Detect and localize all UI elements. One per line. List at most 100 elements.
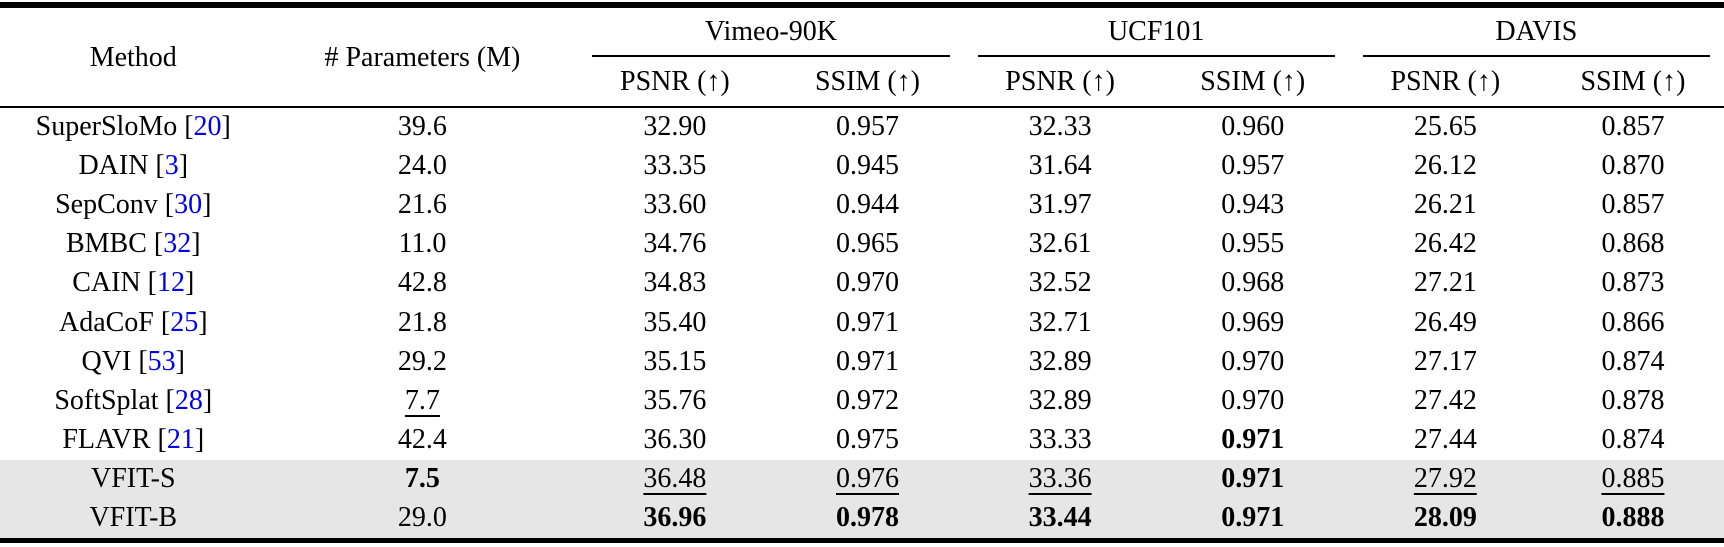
method-name: VFIT-S xyxy=(0,459,267,499)
citation-link[interactable]: 20 xyxy=(193,110,222,142)
metric-value: 0.943 xyxy=(1221,188,1285,220)
metric-value: 0.868 xyxy=(1601,228,1665,260)
column-header-ucf-ssim: SSIM (↑) xyxy=(1200,66,1306,97)
table-row: SepConv [30] 21.6 33.60 0.944 31.97 0.943 26.2… xyxy=(0,185,1724,224)
metric-value: 36.96 xyxy=(578,498,772,539)
metric-value: 7.7 xyxy=(404,384,440,416)
metric-value: 27.17 xyxy=(1413,345,1477,377)
table-header-rule xyxy=(0,106,1724,108)
column-header-vimeo-psnr: PSNR (↑) xyxy=(620,66,730,97)
metric-value: 27.42 xyxy=(1413,384,1477,416)
metric-value: 42.4 xyxy=(397,424,447,456)
metric-value: 0.978 xyxy=(771,498,964,539)
table-row: SuperSloMo [20] 39.6 32.90 0.957 32.33 0.960 2… xyxy=(0,107,1724,146)
metric-value: 32.90 xyxy=(643,110,707,142)
method-name: CAIN [12] xyxy=(72,267,195,299)
metric-value: 0.944 xyxy=(836,188,899,220)
metric-value: 32.89 xyxy=(1028,345,1092,377)
group-label-davis: DAVIS xyxy=(1495,15,1578,47)
metric-value: 33.33 xyxy=(1028,424,1092,456)
metric-value: 35.15 xyxy=(643,345,707,377)
column-header-vimeo-ssim: SSIM (↑) xyxy=(814,66,920,97)
method-name: AdaCoF [25] xyxy=(58,306,208,338)
metric-value: 0.945 xyxy=(836,149,899,181)
method-name: DAIN [3] xyxy=(78,149,189,181)
column-header-parameters: # Parameters (M) xyxy=(324,41,521,73)
table-top-rule xyxy=(0,2,1724,8)
metric-value: 26.12 xyxy=(1413,149,1477,181)
metric-value: 0.971 xyxy=(1156,459,1349,499)
table-body: SuperSloMo [20] 39.6 32.90 0.957 32.33 0.960 2… xyxy=(0,107,1724,539)
table-row: BMBC [32] 11.0 34.76 0.965 32.61 0.955 26.42 0.… xyxy=(0,225,1724,264)
metric-value: 0.874 xyxy=(1601,424,1665,456)
metric-value: 33.35 xyxy=(643,149,707,181)
metric-value: 32.33 xyxy=(1028,110,1092,142)
metric-value: 0.957 xyxy=(1221,149,1285,181)
metric-value: 0.874 xyxy=(1601,345,1665,377)
metric-value: 0.971 xyxy=(1156,498,1349,539)
metric-value: 34.76 xyxy=(643,228,707,260)
table-row: AdaCoF [25] 21.8 35.40 0.971 32.71 0.969 26.49… xyxy=(0,303,1724,342)
metric-value: 0.971 xyxy=(1221,424,1285,456)
group-label-vimeo90k: Vimeo-90K xyxy=(704,15,837,47)
citation-link[interactable]: 32 xyxy=(163,228,192,260)
metric-value: 0.857 xyxy=(1601,188,1665,220)
metric-value: 7.5 xyxy=(266,459,579,499)
header-group-row: Method # Parameters (M) Vimeo-90K UCF101… xyxy=(0,8,1724,73)
metric-value: 0.857 xyxy=(1601,110,1665,142)
metric-value: 0.971 xyxy=(836,306,899,338)
metric-value: 32.52 xyxy=(1028,267,1092,299)
metric-value: 0.878 xyxy=(1601,384,1665,416)
metric-value: 27.44 xyxy=(1413,424,1477,456)
metric-value: 31.97 xyxy=(1028,188,1092,220)
metric-value: 11.0 xyxy=(398,228,447,260)
table-row: QVI [53] 29.2 35.15 0.971 32.89 0.970 27.17 0.8… xyxy=(0,342,1724,381)
citation-link[interactable]: 28 xyxy=(174,384,203,416)
metric-value: 27.92 xyxy=(1348,459,1542,499)
citation-link[interactable]: 30 xyxy=(174,188,203,220)
metric-value: 0.972 xyxy=(836,384,899,416)
group-header-vimeo90k: Vimeo-90K xyxy=(578,8,963,57)
column-header-davis-psnr: PSNR (↑) xyxy=(1390,66,1501,97)
table-row: DAIN [3] 24.0 33.35 0.945 31.64 0.957 26.12 0.8… xyxy=(0,146,1724,185)
metric-value: 26.42 xyxy=(1413,228,1477,260)
metric-value: 36.30 xyxy=(643,424,707,456)
metric-value: 33.44 xyxy=(963,498,1157,539)
metric-value: 33.60 xyxy=(643,188,707,220)
method-name: SoftSplat [28] xyxy=(54,384,213,416)
metric-value: 29.0 xyxy=(266,498,579,539)
group-header-ucf101: UCF101 xyxy=(964,8,1349,57)
metric-value: 25.65 xyxy=(1413,110,1477,142)
citation-link[interactable]: 12 xyxy=(156,267,185,299)
citation-link[interactable]: 3 xyxy=(164,149,179,181)
citation-link[interactable]: 21 xyxy=(166,424,195,456)
table-bottom-rule xyxy=(0,538,1724,543)
metric-value: 0.970 xyxy=(1221,384,1285,416)
metric-value: 31.64 xyxy=(1028,149,1092,181)
metric-value: 26.21 xyxy=(1413,188,1477,220)
metric-value: 0.968 xyxy=(1221,267,1285,299)
method-name: SepConv [30] xyxy=(55,188,212,220)
metric-value: 34.83 xyxy=(643,267,707,299)
metric-value: 21.6 xyxy=(397,188,447,220)
citation-link[interactable]: 25 xyxy=(170,306,199,338)
metric-value: 35.76 xyxy=(643,384,707,416)
metric-value: 32.89 xyxy=(1028,384,1092,416)
citation-link[interactable]: 53 xyxy=(147,345,176,377)
column-header-method: Method xyxy=(89,41,177,73)
metric-value: 32.61 xyxy=(1028,228,1092,260)
metric-value: 0.971 xyxy=(836,345,899,377)
metric-value: 0.975 xyxy=(836,424,899,456)
table-row: VFIT-S 7.5 36.48 0.976 33.36 0.971 27.92 0.885 xyxy=(0,459,1724,499)
metric-value: 42.8 xyxy=(397,267,447,299)
table-row: SoftSplat [28] 7.7 35.76 0.972 32.89 0.970 27.… xyxy=(0,381,1724,420)
metric-value: 32.71 xyxy=(1028,306,1092,338)
method-name: QVI [53] xyxy=(81,345,185,377)
metric-value: 0.965 xyxy=(836,228,899,260)
metric-value: 35.40 xyxy=(643,306,707,338)
table-row: CAIN [12] 42.8 34.83 0.970 32.52 0.968 27.21 0.… xyxy=(0,264,1724,303)
method-name: FLAVR [21] xyxy=(62,424,205,456)
metric-value: 24.0 xyxy=(397,149,447,181)
column-header-ucf-psnr: PSNR (↑) xyxy=(1005,66,1115,97)
